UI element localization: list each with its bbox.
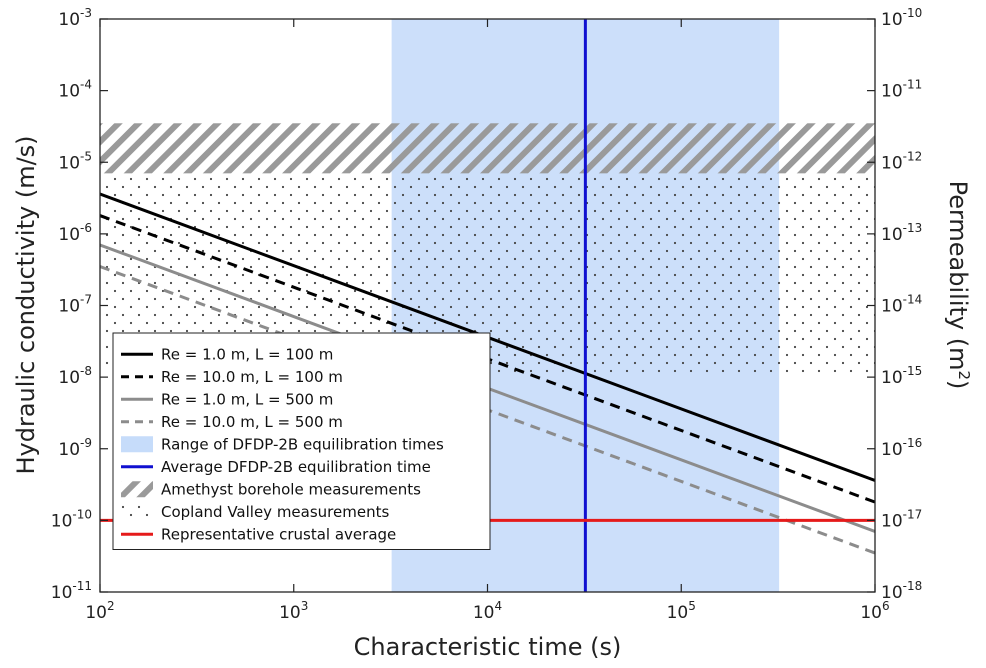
y2-axis-title-main: Permeability (m [944, 181, 972, 371]
legend-swatch-6 [121, 481, 153, 498]
y-tick-label-7: 10-4 [58, 78, 92, 102]
x-tick-label-2: 104 [473, 599, 502, 623]
y-tick-label-4: 10-7 [58, 293, 92, 317]
y-tick-label-1: 10-10 [51, 507, 92, 531]
legend-swatch-7 [121, 503, 153, 520]
y2-tick-label-5: 10-13 [881, 221, 922, 245]
x-tick-label-1: 103 [279, 599, 308, 623]
y2-axis-title: Permeability (m2) [944, 181, 973, 390]
y-tick-label-6: 10-5 [58, 149, 92, 173]
legend-label-5: Average DFDP-2B equilibration time [161, 458, 431, 476]
region-1 [100, 123, 875, 174]
y2-axis-title-end: ) [944, 380, 972, 389]
legend-label-3: Re = 10.0 m, L = 500 m [161, 413, 343, 431]
y2-tick-label-6: 10-12 [881, 149, 922, 173]
y-tick-label-3: 10-8 [58, 364, 92, 388]
y2-tick-label-1: 10-17 [881, 507, 922, 531]
legend: Re = 1.0 m, L = 100 m Re = 10.0 m, L = 10… [112, 332, 491, 550]
ticks-layer: 102 103 104 105 106 10-11 10-10 10-9 10-8 10-7 10-… [51, 6, 923, 623]
y-tick-label-0: 10-11 [51, 579, 92, 603]
legend-label-4: Range of DFDP-2B equilibration times [161, 435, 444, 453]
y2-tick-label-3: 10-15 [881, 364, 922, 388]
legend-box [112, 332, 491, 550]
legend-label-6: Amethyst borehole measurements [161, 480, 421, 498]
legend-label-2: Re = 1.0 m, L = 500 m [161, 390, 333, 408]
y2-tick-label-0: 10-18 [881, 579, 922, 603]
y2-tick-label-8: 10-10 [881, 6, 922, 30]
y-tick-label-2: 10-9 [58, 436, 92, 460]
legend-label-1: Re = 10.0 m, L = 100 m [161, 368, 343, 386]
y2-tick-label-7: 10-11 [881, 78, 922, 102]
y-axis-title: Hydraulic conductivity (m/s) [12, 135, 40, 474]
y-tick-label-5: 10-6 [58, 221, 92, 245]
legend-label-8: Representative crustal average [161, 525, 396, 543]
y2-tick-label-2: 10-16 [881, 436, 922, 460]
x-axis-title: Characteristic time (s) [354, 633, 622, 661]
legend-label-7: Copland Valley measurements [161, 503, 389, 521]
x-tick-label-0: 102 [85, 599, 114, 623]
legend-label-0: Re = 1.0 m, L = 100 m [161, 345, 333, 363]
x-tick-label-4: 106 [860, 599, 889, 623]
y2-axis-title-sup: 2 [955, 370, 973, 380]
legend-swatch-4 [121, 436, 153, 453]
y-tick-label-8: 10-3 [58, 6, 92, 30]
y2-tick-label-4: 10-14 [881, 293, 922, 317]
x-tick-label-3: 105 [667, 599, 696, 623]
